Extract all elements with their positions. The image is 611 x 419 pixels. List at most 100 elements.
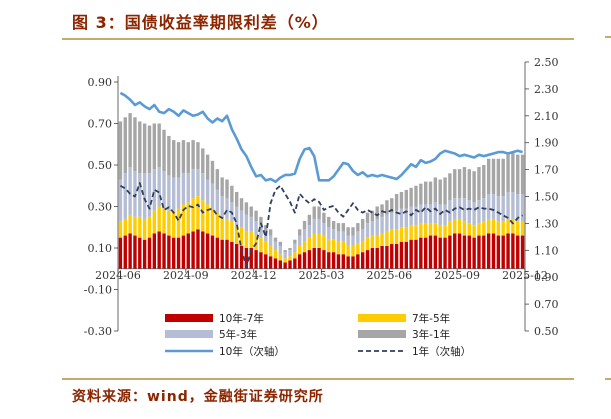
right-tick-label: 1.30: [534, 217, 559, 230]
bar-s10_7: [157, 231, 161, 269]
bar-s5_3: [205, 179, 210, 205]
legend-label: 7年-5年: [412, 312, 450, 325]
bar-s7_5: [341, 241, 345, 255]
bar-s10_7: [511, 233, 515, 269]
bar-s7_5: [293, 252, 297, 259]
bar-s7_5: [123, 218, 127, 236]
bar-s3_1: [123, 117, 127, 174]
bar-s5_3: [327, 227, 331, 240]
right-tick-label: 1.50: [534, 191, 559, 204]
bar-s5_3: [138, 173, 142, 217]
bar-s10_7: [491, 233, 496, 269]
bar-s3_1: [230, 185, 234, 203]
bar-s3_1: [322, 212, 326, 224]
bar-s7_5: [448, 221, 452, 236]
bar-s7_5: [215, 212, 220, 238]
legend-swatch-s10-7: [165, 314, 213, 322]
bar-s5_3: [356, 231, 360, 244]
x-tick-label: 2025-03: [299, 269, 345, 282]
bar-s3_1: [220, 177, 224, 197]
bar-s10_7: [370, 248, 375, 269]
bar-s7_5: [419, 223, 423, 238]
bar-s5_3: [157, 167, 161, 207]
bar-s5_3: [191, 169, 195, 199]
bar-s7_5: [322, 235, 326, 251]
bar-s5_3: [235, 206, 239, 226]
bar-s7_5: [176, 208, 181, 238]
bar-s3_1: [176, 142, 181, 178]
bar-s7_5: [409, 225, 413, 240]
bar-s3_1: [167, 135, 171, 176]
x-tick-label: 2025-06: [366, 269, 412, 282]
bar-s7_5: [331, 239, 336, 253]
right-tick-label: 2.50: [534, 56, 559, 69]
bar-s3_1: [399, 191, 404, 209]
bar-s7_5: [157, 206, 161, 232]
footer-divider: [62, 378, 574, 380]
bar-s10_7: [486, 233, 491, 269]
bar-s3_1: [327, 216, 331, 228]
bar-s5_3: [331, 229, 336, 240]
bar-s7_5: [457, 218, 462, 234]
x-tick-label: 2025-09: [434, 269, 480, 282]
bar-s3_1: [467, 169, 471, 201]
bar-s7_5: [375, 235, 379, 248]
bar-s10_7: [385, 245, 389, 269]
bar-s3_1: [356, 223, 360, 232]
bar-s10_7: [220, 239, 224, 269]
bar-s10_7: [356, 254, 360, 269]
bar-s10_7: [152, 233, 157, 269]
bar-s10_7: [205, 233, 210, 269]
bar-s10_7: [375, 248, 379, 269]
bar-s3_1: [268, 229, 273, 236]
bar-s5_3: [511, 191, 515, 219]
bar-s7_5: [351, 245, 355, 257]
bar-s7_5: [520, 221, 525, 236]
left-tick-label: 0.10: [88, 242, 113, 255]
bar-s5_3: [467, 200, 471, 224]
bar-s7_5: [167, 210, 171, 236]
bar-s7_5: [399, 227, 404, 242]
bar-s10_7: [443, 237, 447, 269]
bar-s3_1: [491, 158, 496, 195]
bar-s3_1: [138, 121, 142, 174]
bar-s3_1: [278, 241, 283, 246]
legend-label: 3年-1年: [412, 328, 450, 341]
bar-s10_7: [138, 237, 142, 269]
bar-s10_7: [482, 235, 486, 269]
bar-s5_3: [293, 243, 297, 253]
edge-mark-top: [605, 36, 611, 38]
chart-title: 图 3：国债收益率期限利差（%）: [72, 13, 329, 32]
bar-s3_1: [264, 225, 268, 232]
bar-s10_7: [477, 235, 481, 269]
bar-s3_1: [443, 177, 447, 205]
bar-s5_3: [360, 229, 365, 242]
bar-s5_3: [496, 196, 501, 222]
right-tick-label: 0.50: [534, 325, 559, 338]
bar-s3_1: [438, 179, 442, 205]
bar-s7_5: [283, 258, 287, 263]
bar-s5_3: [482, 198, 486, 222]
bar-s5_3: [196, 169, 200, 197]
bar-s10_7: [423, 237, 428, 269]
bar-s3_1: [360, 218, 365, 230]
bar-s3_1: [196, 142, 200, 170]
bar-s10_7: [278, 260, 283, 269]
bar-s10_7: [201, 231, 205, 269]
line-one-year: [119, 182, 524, 268]
bar-s3_1: [516, 154, 520, 195]
bar-s5_3: [336, 231, 341, 242]
bar-s3_1: [181, 140, 186, 174]
bar-s10_7: [172, 237, 176, 269]
bar-s7_5: [264, 241, 268, 255]
bar-s10_7: [307, 250, 312, 269]
bar-s10_7: [254, 250, 258, 269]
bar-s10_7: [312, 248, 316, 269]
bar-s3_1: [423, 181, 428, 205]
bar-s3_1: [142, 123, 147, 174]
bar-s10_7: [360, 252, 365, 269]
bar-s3_1: [414, 185, 418, 207]
bar-s10_7: [273, 258, 278, 269]
bar-s5_3: [375, 218, 379, 236]
